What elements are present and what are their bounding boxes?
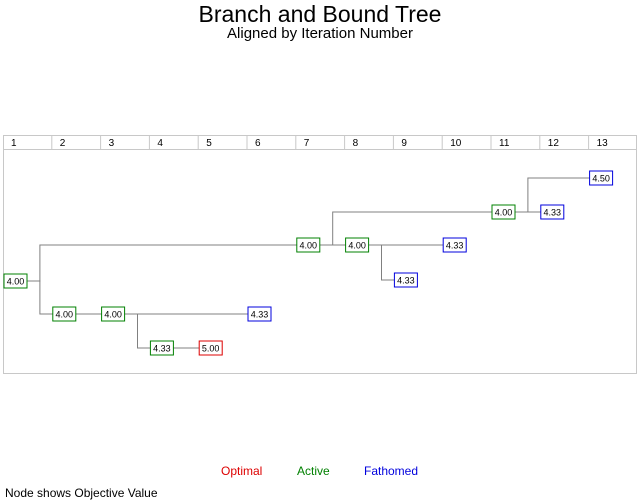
iteration-label-10: 10	[450, 138, 462, 149]
node-box	[52, 306, 77, 322]
tree-node-12: 4.33	[540, 204, 565, 220]
node-value: 4.33	[251, 310, 269, 320]
iteration-label-4: 4	[157, 138, 163, 149]
node-box	[442, 237, 467, 253]
tree-node-11: 4.00	[491, 204, 516, 220]
node-value: 4.00	[348, 241, 366, 251]
tree-node-3: 4.00	[101, 306, 126, 322]
chart-title: Branch and Bound Tree	[198, 1, 442, 27]
node-value: 4.00	[300, 241, 318, 251]
tree-edge	[319, 211, 492, 246]
footnote: Node shows Objective Value	[5, 486, 158, 500]
node-value: 4.50	[592, 174, 610, 184]
iteration-label-8: 8	[353, 138, 359, 149]
iteration-label-13: 13	[597, 138, 609, 149]
node-box	[345, 237, 370, 253]
iteration-label-9: 9	[401, 138, 407, 149]
node-box	[296, 237, 321, 253]
tree-node-10: 4.33	[442, 237, 467, 253]
legend-active: Active	[297, 464, 330, 478]
node-value: 4.00	[56, 310, 74, 320]
node-value: 4.00	[104, 310, 122, 320]
tree-edge	[368, 244, 395, 281]
node-value: 4.33	[397, 276, 415, 286]
iteration-label-5: 5	[206, 138, 212, 149]
chart-subtitle: Aligned by Iteration Number	[227, 25, 413, 42]
iteration-label-3: 3	[109, 138, 115, 149]
tree-node-9: 4.33	[393, 272, 418, 288]
node-box	[589, 170, 614, 186]
node-value: 4.00	[7, 277, 25, 287]
tree-edge	[27, 244, 297, 282]
node-box	[149, 340, 174, 356]
node-box	[540, 204, 565, 220]
iteration-label-7: 7	[304, 138, 310, 149]
node-box	[198, 340, 223, 356]
iteration-label-1: 1	[11, 138, 17, 149]
node-value: 4.33	[544, 208, 562, 218]
tree-edge	[124, 313, 151, 349]
node-value: 5.00	[202, 344, 220, 354]
node-value: 4.33	[153, 344, 171, 354]
tree-plot-area	[3, 149, 637, 374]
tree-node-8: 4.00	[345, 237, 370, 253]
tree-node-5: 5.00	[198, 340, 223, 356]
tree-node-6: 4.33	[247, 306, 272, 322]
legend-optimal: Optimal	[221, 464, 263, 478]
node-value: 4.00	[495, 208, 513, 218]
tree-edge	[515, 177, 590, 213]
node-box	[247, 306, 272, 322]
iteration-label-2: 2	[60, 138, 66, 149]
node-box	[393, 272, 418, 288]
tree-edge	[27, 280, 53, 315]
tree-node-4: 4.33	[149, 340, 174, 356]
node-box	[491, 204, 516, 220]
node-box	[101, 306, 126, 322]
tree-node-2: 4.00	[52, 306, 77, 322]
iteration-label-12: 12	[548, 138, 560, 149]
legend-fathomed: Fathomed	[364, 464, 419, 478]
node-value: 4.33	[446, 241, 464, 251]
iteration-label-11: 11	[499, 138, 510, 149]
node-box	[3, 273, 28, 289]
tree-node-13: 4.50	[589, 170, 614, 186]
iteration-label-6: 6	[255, 138, 261, 149]
tree-node-7: 4.00	[296, 237, 321, 253]
tree-node-1: 4.00	[3, 273, 28, 289]
